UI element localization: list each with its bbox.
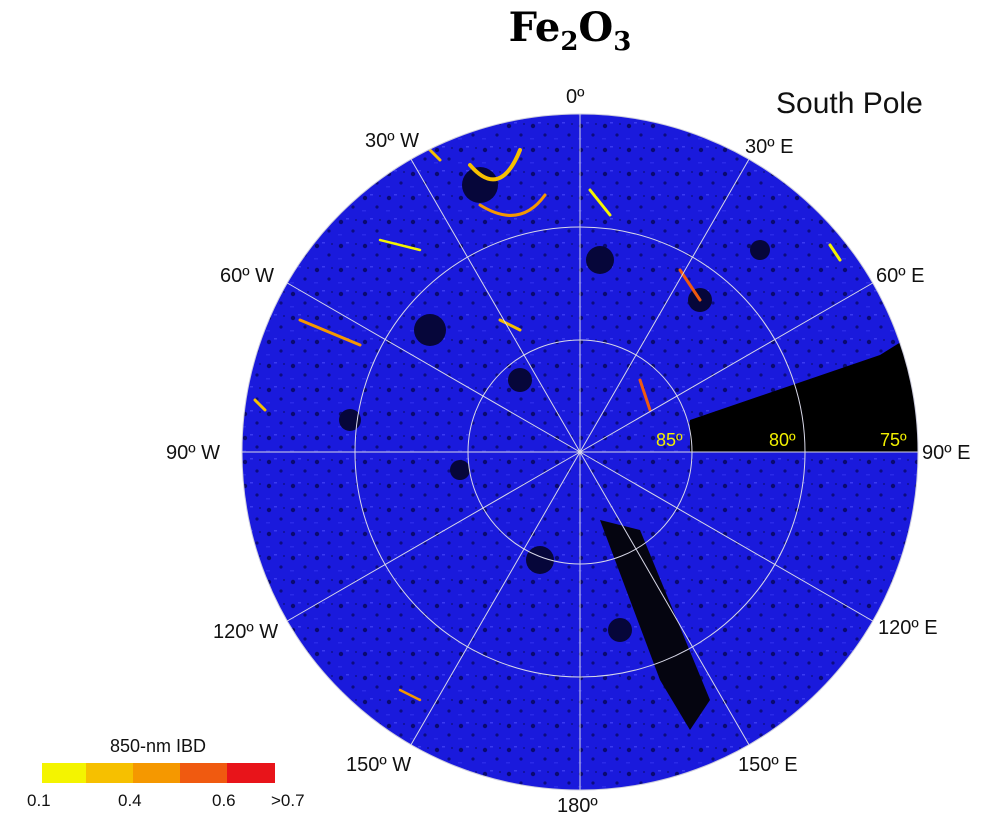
graticule (241, 113, 919, 791)
meridian-line (287, 451, 581, 622)
legend-tick-1: 0.4 (118, 791, 142, 810)
lon-label-30e: 30º E (745, 136, 793, 158)
legend-tick-0: 0.1 (27, 791, 51, 810)
lon-label-150w: 150º W (346, 754, 411, 776)
lon-label-60e: 60º E (876, 265, 924, 287)
region-label: South Pole (776, 87, 923, 120)
legend-swatch-0 (42, 763, 86, 783)
legend-tick-2: 0.6 (212, 791, 236, 810)
legend-swatch-3 (180, 763, 227, 783)
lat-label-75: 75º (880, 430, 907, 450)
legend: 850-nm IBD 0.1 0.4 0.6 >0.7 (27, 736, 305, 810)
meridian-line (579, 451, 750, 745)
lat-label-85: 85º (656, 430, 683, 450)
meridian-line (410, 451, 581, 745)
meridian-line (579, 451, 873, 622)
lon-label-0: 0º (566, 86, 585, 108)
meridian-line (579, 282, 873, 453)
legend-swatch-4 (227, 763, 275, 783)
lon-label-90w: 90º W (166, 442, 220, 464)
lon-label-120w: 120º W (213, 621, 278, 643)
lon-label-90e: 90º E (922, 442, 970, 464)
map-title: Fe2O3 (508, 4, 632, 57)
lon-label-120e: 120º E (878, 617, 938, 639)
lon-label-60w: 60º W (220, 265, 274, 287)
lat-label-80: 80º (769, 430, 796, 450)
meridian-line (410, 159, 581, 453)
legend-swatch-1 (86, 763, 133, 783)
legend-title: 850-nm IBD (110, 736, 206, 756)
lon-label-180: 180º (557, 795, 598, 817)
legend-swatch-2 (133, 763, 180, 783)
meridian-line (287, 282, 581, 453)
lon-label-150e: 150º E (738, 754, 798, 776)
meridian-line (579, 159, 750, 453)
legend-tick-3: >0.7 (271, 791, 305, 810)
lon-label-30w: 30º W (365, 130, 419, 152)
